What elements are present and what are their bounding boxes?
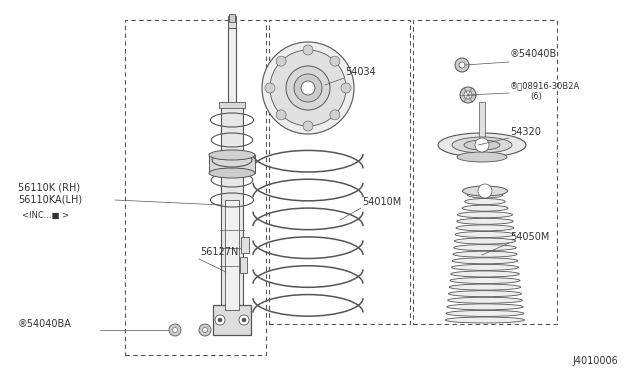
Text: ®54040B: ®54040B [510, 49, 557, 59]
Circle shape [270, 50, 346, 126]
Bar [209, 155, 255, 173]
Circle shape [173, 327, 177, 333]
Ellipse shape [454, 245, 516, 251]
Bar [221, 105, 243, 310]
Bar [269, 20, 410, 324]
Ellipse shape [467, 192, 502, 198]
Bar [228, 28, 236, 125]
Ellipse shape [446, 310, 524, 317]
Circle shape [199, 324, 211, 336]
Circle shape [215, 315, 225, 325]
Circle shape [276, 56, 286, 66]
Text: (6): (6) [530, 92, 542, 101]
Ellipse shape [463, 186, 508, 196]
Bar [241, 237, 249, 253]
Ellipse shape [464, 140, 500, 150]
Circle shape [330, 110, 340, 120]
Circle shape [303, 45, 313, 55]
Ellipse shape [452, 137, 512, 153]
Bar [228, 16, 236, 28]
Circle shape [242, 318, 246, 322]
Ellipse shape [454, 238, 515, 244]
Ellipse shape [452, 258, 518, 264]
Bar [225, 200, 239, 310]
Text: ®ⓝ08916-30B2A: ®ⓝ08916-30B2A [510, 81, 580, 90]
Bar [125, 20, 266, 355]
Ellipse shape [458, 212, 513, 218]
Circle shape [459, 62, 465, 68]
Text: 56110KA(LH): 56110KA(LH) [18, 195, 82, 205]
Ellipse shape [451, 271, 519, 277]
Text: ®54040BA: ®54040BA [18, 319, 72, 329]
Ellipse shape [462, 205, 508, 211]
Ellipse shape [209, 168, 255, 178]
Bar [213, 305, 251, 335]
Bar [240, 257, 247, 273]
Circle shape [202, 327, 207, 333]
Text: J4010006: J4010006 [572, 356, 618, 366]
Ellipse shape [455, 231, 515, 237]
Text: 54050M: 54050M [510, 232, 549, 242]
Ellipse shape [447, 304, 523, 310]
Circle shape [218, 318, 222, 322]
Text: 54010M: 54010M [362, 197, 401, 207]
Circle shape [265, 83, 275, 93]
Ellipse shape [209, 150, 255, 160]
Circle shape [286, 66, 330, 110]
Bar [479, 102, 485, 137]
Circle shape [262, 42, 354, 134]
Ellipse shape [449, 284, 521, 290]
Ellipse shape [465, 199, 506, 205]
Bar [229, 14, 235, 22]
Circle shape [169, 324, 181, 336]
Ellipse shape [453, 251, 517, 257]
Ellipse shape [438, 133, 526, 157]
Ellipse shape [449, 291, 522, 297]
Text: <INC...■ >: <INC...■ > [22, 211, 69, 220]
Text: 56127N: 56127N [200, 247, 238, 257]
Ellipse shape [451, 264, 518, 270]
Ellipse shape [456, 225, 514, 231]
Circle shape [239, 315, 249, 325]
Circle shape [301, 81, 315, 95]
Text: 54034: 54034 [345, 67, 376, 77]
Circle shape [464, 91, 472, 99]
Circle shape [276, 110, 286, 120]
Ellipse shape [445, 317, 525, 323]
Bar [413, 20, 557, 324]
Circle shape [455, 58, 469, 72]
Circle shape [294, 74, 322, 102]
Circle shape [475, 138, 489, 152]
Circle shape [303, 121, 313, 131]
Circle shape [341, 83, 351, 93]
Bar [219, 102, 245, 108]
Ellipse shape [457, 218, 513, 224]
Text: 54320: 54320 [510, 127, 541, 137]
Ellipse shape [457, 152, 507, 162]
Circle shape [478, 184, 492, 198]
Ellipse shape [447, 297, 522, 303]
Circle shape [460, 87, 476, 103]
Ellipse shape [450, 278, 520, 283]
Text: 56110K (RH): 56110K (RH) [18, 182, 80, 192]
Circle shape [330, 56, 340, 66]
